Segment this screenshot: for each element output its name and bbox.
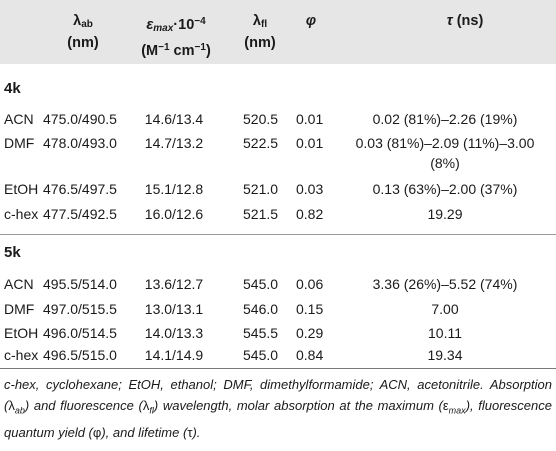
tau-cell-continued: (8%) bbox=[430, 155, 460, 171]
lambda-ab-cell: 497.0/515.5 bbox=[43, 301, 117, 317]
tau-cell: 0.02 (81%)–2.26 (19%) bbox=[372, 111, 518, 127]
lambda-ab-cell: 478.0/493.0 bbox=[43, 135, 117, 151]
header-phi: φ bbox=[305, 13, 317, 29]
tau-cell: 10.11 bbox=[428, 325, 462, 341]
phi-cell: 0.06 bbox=[296, 276, 324, 292]
table-header bbox=[0, 0, 556, 64]
lambda-fl-cell: 545.5 bbox=[243, 325, 279, 341]
phi-cell: 0.03 bbox=[296, 181, 324, 197]
lambda-fl-cell: 546.0 bbox=[243, 301, 279, 317]
lambda-fl-cell: 521.5 bbox=[243, 206, 279, 222]
phi-cell: 0.29 bbox=[296, 325, 324, 341]
lambda-fl-cell: 520.5 bbox=[243, 111, 279, 127]
table-footnote: c-hex, cyclohexane; EtOH, ethanol; DMF, … bbox=[4, 377, 552, 440]
epsilon-cell: 13.6/12.7 bbox=[144, 276, 204, 292]
lambda-ab-cell: 477.5/492.5 bbox=[43, 206, 117, 222]
phi-cell: 0.82 bbox=[296, 206, 324, 222]
phi-cell: 0.01 bbox=[296, 111, 324, 127]
header-epsilon-max: εmax·10−4 (M−1 cm−1) bbox=[141, 16, 211, 59]
solvent-cell: DMF bbox=[4, 301, 35, 317]
lambda-fl-cell: 521.0 bbox=[243, 181, 279, 197]
section-divider bbox=[0, 234, 556, 235]
phi-cell: 0.15 bbox=[296, 301, 324, 317]
lambda-ab-cell: 475.0/490.5 bbox=[43, 111, 117, 127]
tau-cell: 19.29 bbox=[427, 206, 463, 222]
solvent-cell: EtOH bbox=[4, 181, 39, 197]
solvent-cell: c-hex bbox=[4, 206, 39, 222]
lambda-fl-cell: 522.5 bbox=[243, 135, 279, 151]
header-lambda-ab: λab (nm) bbox=[67, 13, 99, 51]
solvent-cell: c-hex bbox=[4, 347, 39, 363]
epsilon-cell: 14.1/14.9 bbox=[144, 347, 204, 363]
tau-cell: 0.13 (63%)–2.00 (37%) bbox=[372, 181, 518, 197]
epsilon-cell: 14.7/13.2 bbox=[144, 135, 204, 151]
tau-cell: 3.36 (26%)–5.52 (74%) bbox=[372, 276, 518, 292]
header-lambda-fl: λfl (nm) bbox=[244, 13, 276, 51]
solvent-cell: DMF bbox=[4, 135, 35, 151]
section-label-5k: 5k bbox=[4, 244, 21, 261]
tau-cell: 0.03 (81%)–2.09 (11%)–3.00 bbox=[355, 135, 535, 151]
tau-cell: 7.00 bbox=[431, 301, 459, 317]
epsilon-cell: 13.0/13.1 bbox=[144, 301, 204, 317]
solvent-cell: ACN bbox=[4, 111, 34, 127]
lambda-ab-cell: 496.5/515.0 bbox=[43, 347, 117, 363]
epsilon-cell: 16.0/12.6 bbox=[144, 206, 204, 222]
epsilon-cell: 14.0/13.3 bbox=[144, 325, 204, 341]
solvent-cell: ACN bbox=[4, 276, 34, 292]
lambda-ab-cell: 476.5/497.5 bbox=[43, 181, 117, 197]
header-tau: τ (ns) bbox=[446, 13, 484, 29]
lambda-fl-cell: 545.0 bbox=[243, 347, 279, 363]
section-label-4k: 4k bbox=[4, 80, 21, 97]
table-bottom-rule bbox=[0, 368, 556, 369]
epsilon-cell: 15.1/12.8 bbox=[144, 181, 204, 197]
lambda-ab-cell: 495.5/514.0 bbox=[43, 276, 117, 292]
lambda-fl-cell: 545.0 bbox=[243, 276, 279, 292]
phi-cell: 0.01 bbox=[296, 135, 324, 151]
phi-cell: 0.84 bbox=[296, 347, 324, 363]
epsilon-cell: 14.6/13.4 bbox=[144, 111, 204, 127]
lambda-ab-cell: 496.0/514.5 bbox=[43, 325, 117, 341]
solvent-cell: EtOH bbox=[4, 325, 39, 341]
tau-cell: 19.34 bbox=[427, 347, 463, 363]
